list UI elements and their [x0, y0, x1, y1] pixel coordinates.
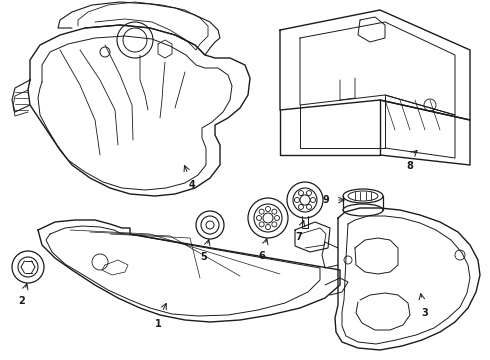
Text: 8: 8: [407, 161, 414, 171]
Text: 4: 4: [189, 180, 196, 190]
Text: 1: 1: [155, 319, 161, 329]
Text: 7: 7: [295, 232, 302, 242]
Text: 3: 3: [421, 308, 428, 318]
Text: 9: 9: [322, 195, 329, 205]
Text: 2: 2: [19, 296, 25, 306]
Text: 6: 6: [259, 251, 266, 261]
Text: 5: 5: [200, 252, 207, 262]
